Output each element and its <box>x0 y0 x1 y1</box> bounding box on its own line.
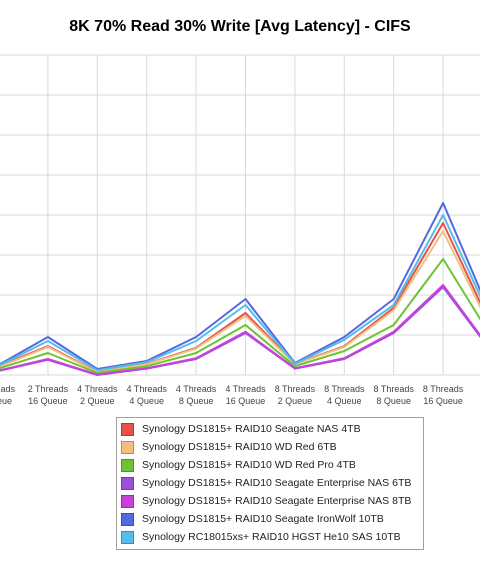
x-tick-label: 4 Threads <box>77 384 118 394</box>
chart-title: 8K 70% Read 30% Write [Avg Latency] - CI… <box>69 18 411 35</box>
legend-label: Synology DS1815+ RAID10 WD Red 6TB <box>142 441 337 453</box>
x-tick-label: 8 Threads <box>324 384 365 394</box>
legend-swatch <box>121 494 134 508</box>
x-tick-label: 8 Threads <box>275 384 316 394</box>
series-line-7 <box>0 214 480 372</box>
x-tick-label: 8 Queue <box>179 396 214 406</box>
x-axis-ticks: Threads Queue 2 Threads 16 Queue 4 Threads 2 … <box>0 384 464 406</box>
x-tick-label: 8 Threads <box>423 384 464 394</box>
x-tick-label: Queue <box>0 396 12 406</box>
x-tick-label: 2 Threads <box>28 384 69 394</box>
x-tick-label: 2 Queue <box>278 396 313 406</box>
x-tick-label: 4 Queue <box>129 396 164 406</box>
legend-label: Synology DS1815+ RAID10 Seagate NAS 4TB <box>142 423 361 435</box>
legend-swatch <box>121 422 134 436</box>
legend-item-3[interactable]: Synology DS1815+ RAID10 WD Red Pro 4TB <box>117 456 423 474</box>
x-tick-label: 4 Queue <box>327 396 362 406</box>
legend-item-4[interactable]: Synology DS1815+ RAID10 Seagate Enterpri… <box>117 474 423 492</box>
x-tick-label: 16 Queue <box>423 396 463 406</box>
series-line-2 <box>0 230 480 374</box>
legend-item-7[interactable]: Synology RC18015xs+ RAID10 HGST He10 SAS… <box>117 528 423 546</box>
x-tick-label: 8 Queue <box>376 396 411 406</box>
legend-item-2[interactable]: Synology DS1815+ RAID10 WD Red 6TB <box>117 438 423 456</box>
legend-item-1[interactable]: Synology DS1815+ RAID10 Seagate NAS 4TB <box>117 420 423 438</box>
legend-label: Synology DS1815+ RAID10 Seagate IronWolf… <box>142 513 384 525</box>
legend-item-6[interactable]: Synology DS1815+ RAID10 Seagate IronWolf… <box>117 510 423 528</box>
x-tick-label: 16 Queue <box>226 396 266 406</box>
x-tick-label: 8 Threads <box>374 384 415 394</box>
x-tick-label: 4 Threads <box>225 384 266 394</box>
x-tick-label: 16 Queue <box>28 396 68 406</box>
series-line-1 <box>0 222 480 373</box>
legend-swatch <box>121 512 134 526</box>
series-line-6 <box>0 202 480 370</box>
legend-label: Synology DS1815+ RAID10 Seagate Enterpri… <box>142 495 412 507</box>
legend-swatch <box>121 476 134 490</box>
legend-swatch <box>121 458 134 472</box>
legend-label: Synology RC18015xs+ RAID10 HGST He10 SAS… <box>142 531 401 543</box>
legend-label: Synology DS1815+ RAID10 WD Red Pro 4TB <box>142 459 356 471</box>
series-line-5 <box>0 284 480 376</box>
legend-label: Synology DS1815+ RAID10 Seagate Enterpri… <box>142 477 412 489</box>
legend-item-5[interactable]: Synology DS1815+ RAID10 Seagate Enterpri… <box>117 492 423 510</box>
x-tick-label: Threads <box>0 384 16 394</box>
legend: Synology DS1815+ RAID10 Seagate NAS 4TB S… <box>116 417 424 550</box>
legend-swatch <box>121 530 134 544</box>
line-chart: Threads Queue 2 Threads 16 Queue 4 Threads 2 … <box>0 54 480 406</box>
series-layer <box>0 202 480 376</box>
legend-swatch <box>121 440 134 454</box>
x-tick-label: 2 Queue <box>80 396 115 406</box>
x-tick-label: 4 Threads <box>127 384 168 394</box>
x-tick-label: 4 Threads <box>176 384 217 394</box>
series-line-3 <box>0 258 480 374</box>
